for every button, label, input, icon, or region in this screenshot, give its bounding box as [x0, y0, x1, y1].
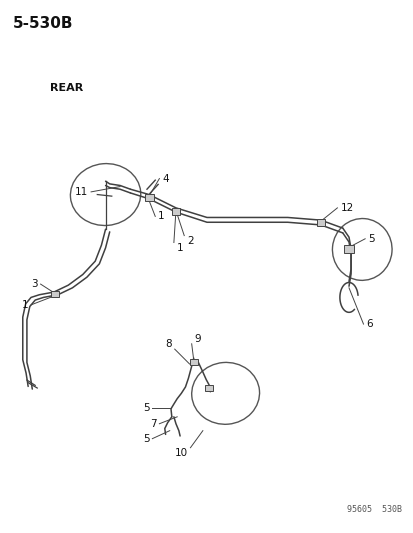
Text: 5: 5 — [367, 234, 374, 244]
Text: 1: 1 — [158, 212, 164, 221]
Bar — [171, 208, 180, 215]
Text: 8: 8 — [165, 339, 171, 349]
Text: 10: 10 — [174, 448, 187, 458]
Text: 7: 7 — [150, 419, 156, 429]
Text: 1: 1 — [21, 300, 28, 310]
Bar — [343, 245, 353, 254]
Text: 5: 5 — [142, 434, 149, 443]
Bar — [144, 193, 153, 201]
Text: 6: 6 — [366, 319, 372, 329]
Text: 5: 5 — [142, 403, 149, 413]
Text: 95605  530B: 95605 530B — [346, 505, 401, 514]
Text: 11: 11 — [75, 187, 88, 197]
Text: 5-530B: 5-530B — [12, 16, 73, 31]
Text: 4: 4 — [162, 174, 169, 183]
Text: 1: 1 — [176, 243, 183, 253]
Bar — [316, 219, 324, 226]
Text: 12: 12 — [339, 203, 353, 213]
Text: 9: 9 — [194, 334, 201, 344]
Bar — [50, 291, 59, 297]
Text: 3: 3 — [31, 279, 38, 289]
Bar — [189, 359, 197, 366]
Text: REAR: REAR — [50, 83, 83, 93]
Bar — [204, 385, 213, 391]
Text: 2: 2 — [187, 236, 193, 246]
